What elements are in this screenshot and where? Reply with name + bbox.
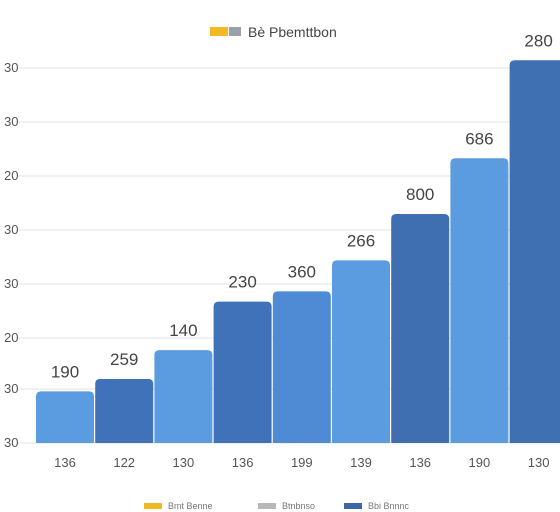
data-label: 800 bbox=[406, 185, 434, 204]
legend-bottom-label: Bbi Bnnnc bbox=[368, 501, 410, 511]
data-label: 190 bbox=[51, 362, 79, 381]
legend-top: Bè Pbemttbon bbox=[210, 24, 337, 40]
data-label: 140 bbox=[169, 321, 197, 340]
bar bbox=[36, 391, 94, 443]
y-tick-label: 30 bbox=[4, 114, 18, 129]
data-label: 259 bbox=[110, 350, 138, 369]
x-tick-label: 130 bbox=[173, 455, 195, 470]
legend-bottom-swatch bbox=[344, 503, 362, 509]
data-label: 230 bbox=[228, 273, 256, 292]
bar bbox=[154, 350, 213, 443]
y-tick-label: 30 bbox=[4, 435, 18, 450]
y-tick-label: 20 bbox=[4, 330, 18, 345]
bars bbox=[36, 60, 560, 443]
y-tick-label: 20 bbox=[4, 168, 18, 183]
x-tick-label: 199 bbox=[291, 455, 313, 470]
x-tick-label: 190 bbox=[469, 455, 491, 470]
data-label: 686 bbox=[465, 129, 493, 148]
y-axis-ticks: 30 30 20 30 30 20 30 30 bbox=[4, 60, 18, 450]
data-label: 360 bbox=[288, 262, 316, 281]
legend-bottom: Bmt Benne Btnbnso Bbi Bnnnc bbox=[144, 501, 410, 511]
data-labels: 190 259 140 230 360 266 800 686 280 bbox=[51, 31, 553, 381]
x-axis-ticks: 136 122 130 136 199 139 136 190 130 bbox=[54, 455, 549, 470]
x-tick-label: 136 bbox=[54, 455, 76, 470]
legend-top-label: Bè Pbemttbon bbox=[248, 24, 337, 40]
data-label: 266 bbox=[347, 231, 375, 250]
legend-bottom-label: Btnbnso bbox=[282, 501, 315, 511]
bar bbox=[509, 60, 560, 443]
bar bbox=[391, 213, 450, 443]
y-tick-label: 30 bbox=[4, 60, 18, 75]
bar bbox=[95, 379, 154, 443]
x-tick-label: 139 bbox=[350, 455, 372, 470]
legend-top-swatch-yellow bbox=[210, 27, 228, 36]
y-tick-label: 30 bbox=[4, 381, 18, 396]
legend-bottom-swatch bbox=[144, 503, 162, 509]
bar bbox=[450, 158, 509, 443]
x-tick-label: 136 bbox=[409, 455, 431, 470]
x-tick-label: 130 bbox=[528, 455, 550, 470]
y-tick-label: 30 bbox=[4, 222, 18, 237]
bar bbox=[332, 260, 390, 443]
bar bbox=[213, 301, 272, 443]
bar bbox=[272, 291, 331, 443]
legend-bottom-label: Bmt Benne bbox=[168, 501, 213, 511]
y-tick-label: 30 bbox=[4, 276, 18, 291]
x-tick-label: 136 bbox=[232, 455, 254, 470]
legend-top-swatch-gray bbox=[229, 27, 241, 36]
data-label: 280 bbox=[524, 31, 552, 50]
legend-bottom-swatch bbox=[258, 503, 276, 509]
x-tick-label: 122 bbox=[113, 455, 135, 470]
